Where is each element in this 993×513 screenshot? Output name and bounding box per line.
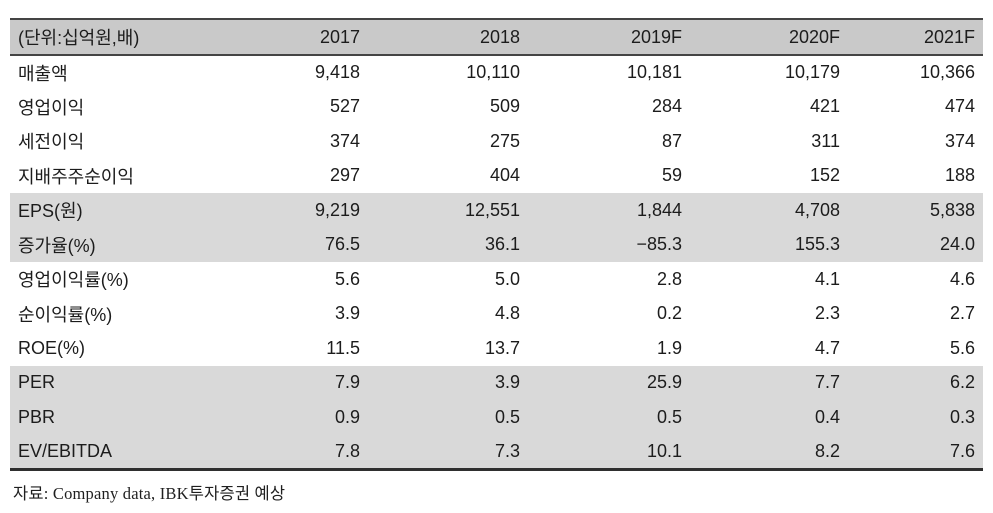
cell-value: 1.9	[656, 337, 682, 358]
table-row-per: PER 7.9 3.9 25.9 7.7 6.2	[10, 365, 983, 400]
cell-value: 7.9	[334, 372, 360, 393]
cell-value: 3.9	[494, 372, 520, 393]
cell-value: 7.6	[949, 440, 975, 461]
row-label: PER	[18, 372, 56, 393]
cell-value: 5.6	[949, 337, 975, 358]
row-label: 세전이익	[18, 132, 85, 153]
column-header-2018: 2018	[479, 26, 520, 47]
row-label: 순이익률(%)	[18, 304, 113, 325]
cell-value: 0.2	[656, 303, 682, 324]
cell-value: 4.7	[814, 337, 840, 358]
row-label: 지배주주순이익	[18, 166, 134, 187]
cell-value: 155.3	[794, 234, 840, 255]
cell-value: 10,181	[626, 62, 682, 83]
cell-value: 5.6	[334, 268, 360, 289]
column-header-2020f: 2020F	[788, 26, 840, 47]
cell-value: 1,844	[636, 199, 682, 220]
cell-value: 421	[809, 96, 840, 117]
cell-value: 374	[329, 130, 360, 151]
cell-value: 4.6	[949, 268, 975, 289]
cell-value: 25.9	[646, 372, 682, 393]
cell-value: 76.5	[324, 234, 360, 255]
cell-value: 8.2	[814, 440, 840, 461]
cell-value: 24.0	[939, 234, 975, 255]
cell-value: 4.8	[494, 303, 520, 324]
cell-value: −85.3	[636, 234, 682, 255]
row-label: 영업이익률(%)	[18, 270, 129, 291]
unit-label: (단위:십억원,배)	[18, 28, 140, 48]
column-header-2017: 2017	[319, 26, 360, 47]
cell-value: 59	[661, 165, 682, 186]
cell-value: 7.7	[814, 372, 840, 393]
cell-value: 7.8	[334, 440, 360, 461]
row-label: 증가율(%)	[18, 235, 96, 256]
row-label: PBR	[18, 406, 56, 427]
cell-value: 4,708	[794, 199, 840, 220]
cell-value: 311	[811, 130, 840, 151]
cell-value: 0.3	[949, 406, 975, 427]
cell-value: 527	[329, 96, 360, 117]
cell-value: 87	[661, 130, 682, 151]
cell-value: 404	[489, 165, 520, 186]
table-row-eps: EPS(원) 9,219 12,551 1,844 4,708 5,838	[10, 193, 983, 228]
cell-value: 5,838	[929, 199, 975, 220]
cell-value: 188	[944, 165, 975, 186]
cell-value: 6.2	[949, 372, 975, 393]
cell-value: 36.1	[484, 234, 520, 255]
cell-value: 3.9	[334, 303, 360, 324]
cell-value: 10.1	[646, 440, 682, 461]
cell-value: 9,219	[314, 199, 360, 220]
cell-value: 0.4	[814, 406, 840, 427]
financial-summary-table: (단위:십억원,배) 2017 2018 2019F 2020F 2021F 매…	[10, 18, 983, 471]
cell-value: 0.9	[334, 406, 360, 427]
table-row-operating-profit: 영업이익 527 509 284 421 474	[10, 90, 983, 125]
column-header-2021f: 2021F	[923, 26, 975, 47]
row-label: EV/EBITDA	[18, 440, 113, 461]
cell-value: 275	[489, 130, 520, 151]
cell-value: 11.5	[326, 337, 360, 358]
table-row-net-profit-controlling: 지배주주순이익 297 404 59 152 188	[10, 159, 983, 194]
header-row: (단위:십억원,배) 2017 2018 2019F 2020F 2021F	[10, 19, 983, 55]
cell-value: 7.3	[494, 440, 520, 461]
table-row-pbr: PBR 0.9 0.5 0.5 0.4 0.3	[10, 400, 983, 435]
cell-value: 10,366	[919, 62, 975, 83]
table-row-roe: ROE(%) 11.5 13.7 1.9 4.7 5.6	[10, 331, 983, 366]
table-row-net-margin: 순이익률(%) 3.9 4.8 0.2 2.3 2.7	[10, 297, 983, 332]
cell-value: 10,110	[466, 62, 520, 83]
cell-value: 509	[489, 96, 520, 117]
source-footnote: 자료: Company data, IBK투자증권 예상	[13, 483, 286, 503]
cell-value: 297	[329, 165, 360, 186]
cell-value: 12,551	[464, 199, 520, 220]
cell-value: 5.0	[494, 268, 520, 289]
table-row-pretax-profit: 세전이익 374 275 87 311 374	[10, 124, 983, 159]
cell-value: 2.3	[814, 303, 840, 324]
row-label: EPS(원)	[18, 201, 83, 222]
cell-value: 9,418	[314, 62, 360, 83]
cell-value: 4.1	[814, 268, 840, 289]
row-label: 영업이익	[18, 97, 85, 118]
cell-value: 474	[944, 96, 975, 117]
table-row-ev-ebitda: EV/EBITDA 7.8 7.3 10.1 8.2 7.6	[10, 434, 983, 469]
cell-value: 2.8	[656, 268, 682, 289]
table-row-revenue: 매출액 9,418 10,110 10,181 10,179 10,366	[10, 55, 983, 90]
row-label: 매출액	[18, 63, 68, 84]
column-header-2019f: 2019F	[630, 26, 682, 47]
cell-value: 284	[651, 96, 682, 117]
cell-value: 10,179	[784, 62, 840, 83]
table-row-eps-growth: 증가율(%) 76.5 36.1 −85.3 155.3 24.0	[10, 227, 983, 262]
cell-value: 374	[944, 130, 975, 151]
table-row-operating-margin: 영업이익률(%) 5.6 5.0 2.8 4.1 4.6	[10, 262, 983, 297]
cell-value: 2.7	[949, 303, 975, 324]
cell-value: 0.5	[494, 406, 520, 427]
cell-value: 0.5	[656, 406, 682, 427]
cell-value: 152	[809, 165, 840, 186]
cell-value: 13.7	[484, 337, 520, 358]
row-label: ROE(%)	[18, 337, 85, 358]
